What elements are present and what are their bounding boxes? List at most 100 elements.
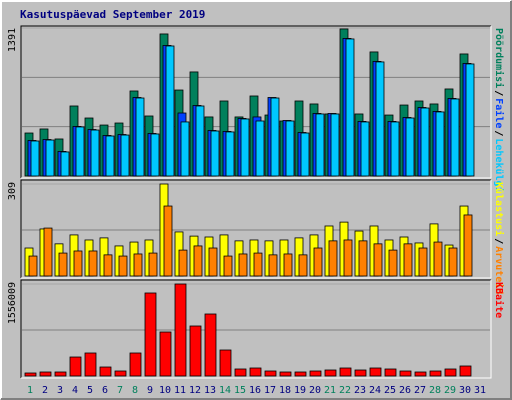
bar <box>420 107 430 177</box>
bar <box>43 227 53 277</box>
legend-separator: / <box>493 90 504 96</box>
bar <box>99 366 112 377</box>
x-tick-label: 22 <box>339 385 351 396</box>
bar <box>390 121 400 177</box>
bar <box>75 126 85 177</box>
panel-border-light <box>21 280 492 379</box>
panel-border-dark <box>20 179 491 278</box>
bar <box>234 368 247 377</box>
bar <box>225 131 235 177</box>
x-tick-label: 14 <box>219 385 231 396</box>
bar <box>60 151 70 177</box>
x-tick-label: 6 <box>102 385 108 396</box>
bar <box>54 371 67 377</box>
x-tick-label: 31 <box>474 385 486 396</box>
x-tick-label: 21 <box>324 385 336 396</box>
bar <box>294 371 307 377</box>
bar <box>208 247 218 277</box>
x-tick-label: 2 <box>42 385 48 396</box>
bar <box>238 253 248 277</box>
legend-separator: / <box>493 130 504 136</box>
y-tick-label: 1556009 <box>7 282 18 324</box>
bar <box>118 255 128 277</box>
x-tick-label: 12 <box>189 385 201 396</box>
bar <box>264 370 277 377</box>
bar <box>90 129 100 177</box>
bar <box>240 118 250 177</box>
bar <box>369 367 382 377</box>
bar <box>135 97 145 177</box>
x-tick-label: 16 <box>249 385 261 396</box>
bar <box>313 247 323 277</box>
y-tick-label: 1391 <box>7 28 18 52</box>
bar <box>309 370 322 377</box>
panel-border-light <box>21 26 492 179</box>
bar <box>150 133 160 177</box>
bar <box>223 255 233 277</box>
chart-title: Kasutuspäevad September 2019 <box>20 8 205 21</box>
bar <box>45 139 55 177</box>
bar <box>343 239 353 277</box>
legend-separator: / <box>493 238 504 244</box>
bar <box>459 365 472 377</box>
x-tick-label: 28 <box>429 385 441 396</box>
bar <box>403 243 413 277</box>
bar <box>180 121 190 177</box>
bar <box>433 241 443 277</box>
bar <box>165 45 175 177</box>
bar <box>193 245 203 277</box>
x-tick-label: 27 <box>414 385 426 396</box>
x-tick-label: 11 <box>174 385 186 396</box>
bar <box>298 254 308 277</box>
bar <box>103 254 113 277</box>
x-tick-label: 17 <box>264 385 276 396</box>
x-tick-label: 4 <box>72 385 78 396</box>
x-tick-label: 29 <box>444 385 456 396</box>
bar <box>219 349 232 377</box>
bar <box>324 369 337 377</box>
legend-entry: KBaite <box>493 282 505 318</box>
legend: Külastusi / Arvuteid <box>493 182 505 294</box>
bar <box>174 283 187 377</box>
bar <box>84 352 97 377</box>
bar <box>114 370 127 377</box>
bar <box>279 371 292 377</box>
bar <box>270 97 280 177</box>
bar <box>315 113 325 177</box>
bar <box>105 135 115 177</box>
bar <box>178 249 188 277</box>
bar <box>399 370 412 377</box>
bar <box>255 120 265 177</box>
x-tick-label: 18 <box>279 385 291 396</box>
x-tick-label: 30 <box>459 385 471 396</box>
x-tick-label: 8 <box>132 385 138 396</box>
panel-border-dark <box>20 279 491 378</box>
bar <box>148 252 158 277</box>
bar <box>418 247 428 277</box>
bar <box>328 240 338 277</box>
bar <box>195 105 205 177</box>
bar <box>448 247 458 277</box>
panel-border-dark <box>20 25 491 178</box>
bar <box>189 325 202 377</box>
legend-entry: Pöördumisi <box>493 28 505 88</box>
x-tick-label: 26 <box>399 385 411 396</box>
x-tick-label: 13 <box>204 385 216 396</box>
legend-entry: Faile <box>493 98 505 128</box>
bar <box>384 368 397 377</box>
bar <box>429 370 442 377</box>
x-tick-label: 20 <box>309 385 321 396</box>
panel-border-light <box>21 180 492 279</box>
bar <box>73 250 83 277</box>
bar <box>28 255 38 277</box>
bar <box>268 254 278 277</box>
legend: KBaite <box>493 282 505 318</box>
x-tick-label: 10 <box>159 385 171 396</box>
bar <box>375 61 385 177</box>
bar <box>30 140 40 177</box>
bar <box>204 313 217 377</box>
bar <box>414 371 427 377</box>
